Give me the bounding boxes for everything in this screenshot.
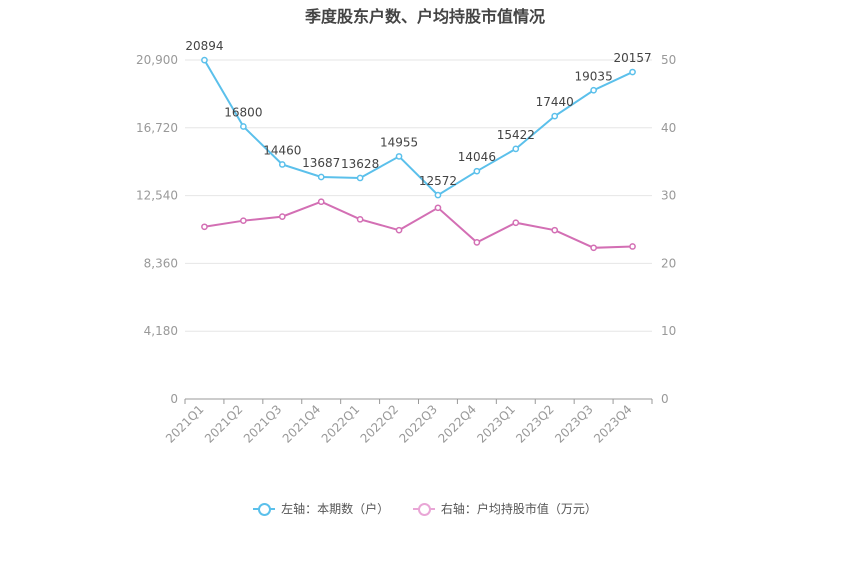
- x-axis-tick-label: 2023Q4: [591, 402, 635, 446]
- right-axis-tick-label: 0: [661, 392, 669, 406]
- x-axis-tick-label: 2022Q3: [397, 402, 441, 446]
- x-axis-tick-label: 2023Q2: [513, 402, 557, 446]
- series-1-point: [512, 145, 520, 153]
- x-axis-tick-label: 2023Q1: [474, 402, 518, 446]
- series-line-2: [204, 200, 633, 249]
- series-2-point: [512, 219, 520, 227]
- series-2-point: [629, 243, 636, 250]
- data-label: 16800: [224, 106, 262, 120]
- legend-marker-households: [253, 502, 276, 516]
- series-2-point: [356, 215, 364, 223]
- right-axis-tick-label: 30: [661, 189, 676, 203]
- x-axis-tick-label: 2022Q2: [358, 402, 402, 446]
- x-axis-ticks: 2021Q12021Q22021Q32021Q42022Q12022Q22022…: [163, 399, 653, 446]
- legend-marker-avg-value: [412, 502, 435, 516]
- series-1-point: [317, 173, 325, 181]
- right-axis-tick-label: 20: [661, 256, 676, 270]
- legend-item-avg-value[interactable]: 右轴：户均持股市值（万元）: [412, 500, 597, 517]
- right-axis-tick-label: 10: [661, 324, 676, 338]
- left-axis-tick-label: 12,540: [136, 189, 178, 203]
- series-1-point: [551, 112, 559, 120]
- chart-title: 季度股东户数、户均持股市值情况: [304, 7, 545, 26]
- series-2-point: [473, 239, 481, 246]
- left-axis-tick-label: 4,180: [144, 324, 178, 338]
- x-axis-tick-label: 2021Q1: [163, 402, 207, 446]
- data-label: 13687: [302, 156, 340, 170]
- x-axis-tick-label: 2023Q3: [552, 402, 596, 446]
- x-axis-tick-label: 2021Q3: [241, 402, 285, 446]
- series-2-point: [434, 204, 442, 212]
- legend-label-avg-value: 右轴：户均持股市值（万元）: [440, 502, 597, 516]
- data-label: 17440: [536, 95, 574, 109]
- legend-label-households: 左轴：本期数（户）: [281, 502, 390, 516]
- series-2-point: [240, 217, 247, 225]
- series-2-point: [201, 223, 208, 231]
- left-axis-tick-label: 20,900: [136, 53, 178, 67]
- grid-lines: [185, 59, 652, 332]
- series-2-point: [551, 226, 559, 234]
- x-axis-tick-label: 2021Q2: [202, 402, 246, 446]
- data-label: 19035: [575, 69, 613, 83]
- legend: 左轴：本期数（户） 右轴：户均持股市值（万元）: [0, 500, 850, 518]
- left-axis-tick-label: 16,720: [136, 121, 178, 135]
- right-axis-tick-label: 40: [661, 121, 676, 135]
- data-label: 15422: [497, 128, 535, 142]
- series-1-point: [473, 167, 481, 175]
- series-1-point: [629, 68, 636, 76]
- legend-item-households[interactable]: 左轴：本期数（户）: [253, 500, 389, 517]
- left-axis-ticks: 0 4,180 8,360 12,540 16,720 20,900: [136, 53, 178, 406]
- series-1-point: [395, 153, 403, 160]
- right-axis-tick-label: 50: [661, 53, 676, 67]
- series-1-point: [240, 123, 247, 130]
- series-layer: [201, 56, 636, 252]
- data-label: 14460: [263, 143, 301, 157]
- series-2-point: [317, 198, 325, 206]
- left-axis-tick-label: 8,360: [144, 256, 178, 270]
- data-label: 20894: [185, 39, 223, 53]
- left-axis-tick-label: 0: [170, 392, 178, 406]
- series-2-point: [395, 226, 403, 234]
- series-1-point: [590, 86, 597, 94]
- series-2-point: [278, 213, 286, 220]
- series-1-point: [201, 56, 208, 64]
- right-axis-ticks: 0 10 20 30 40 50: [661, 53, 676, 406]
- data-label: 13628: [341, 157, 379, 171]
- x-axis-tick-label: 2022Q4: [435, 402, 479, 446]
- data-label: 12572: [419, 174, 457, 188]
- x-axis-tick-label: 2021Q4: [280, 402, 324, 446]
- data-label: 14955: [380, 135, 418, 149]
- series-1-point: [278, 161, 286, 168]
- series-1-point: [434, 191, 442, 199]
- series-line-1: [203, 59, 633, 197]
- data-label: 20157: [613, 51, 651, 65]
- x-axis-tick-label: 2022Q1: [319, 402, 363, 446]
- series-2-point: [590, 244, 597, 252]
- series-1-point: [356, 174, 364, 182]
- data-label: 14046: [458, 150, 496, 164]
